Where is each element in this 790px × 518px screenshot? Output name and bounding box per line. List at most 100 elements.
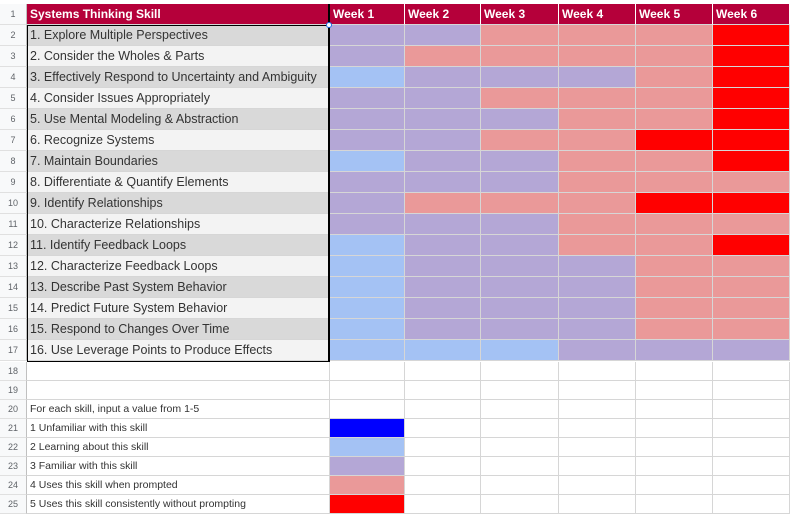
rating-cell[interactable] [559,214,636,235]
empty-cell[interactable] [636,419,713,438]
skill-name-cell[interactable]: 2. Consider the Wholes & Parts [27,46,330,67]
empty-cell[interactable] [481,400,559,419]
rating-cell[interactable] [636,46,713,67]
skill-column-header[interactable]: Systems Thinking Skill [27,4,330,25]
rating-cell[interactable] [713,193,790,214]
week-column-header[interactable]: Week 2 [405,4,481,25]
rating-cell[interactable] [481,277,559,298]
selection-fill-handle[interactable] [326,22,332,28]
rating-cell[interactable] [481,151,559,172]
rating-cell[interactable] [330,67,405,88]
rating-cell[interactable] [636,172,713,193]
empty-cell[interactable] [636,381,713,400]
empty-cell[interactable] [636,438,713,457]
rating-cell[interactable] [330,25,405,46]
empty-cell[interactable] [713,476,790,495]
rating-cell[interactable] [405,67,481,88]
skill-name-cell[interactable]: 16. Use Leverage Points to Produce Effec… [27,340,330,361]
empty-cell[interactable] [405,438,481,457]
week-column-header[interactable]: Week 1 [330,4,405,25]
empty-cell[interactable] [405,457,481,476]
rating-cell[interactable] [559,235,636,256]
skill-name-cell[interactable]: 7. Maintain Boundaries [27,151,330,172]
rating-cell[interactable] [405,109,481,130]
legend-swatch[interactable] [330,438,405,457]
rating-cell[interactable] [636,88,713,109]
rating-cell[interactable] [713,151,790,172]
rating-cell[interactable] [330,172,405,193]
empty-cell[interactable] [636,476,713,495]
empty-cell[interactable] [481,457,559,476]
empty-cell[interactable] [330,362,405,381]
skill-name-cell[interactable]: 6. Recognize Systems [27,130,330,151]
skill-name-cell[interactable]: 10. Characterize Relationships [27,214,330,235]
rating-cell[interactable] [330,193,405,214]
rating-cell[interactable] [405,88,481,109]
rating-cell[interactable] [636,193,713,214]
rating-cell[interactable] [713,319,790,340]
rating-cell[interactable] [559,256,636,277]
row-number[interactable]: 11 [0,214,27,235]
empty-cell[interactable] [481,476,559,495]
row-number[interactable]: 24 [0,476,27,495]
rating-cell[interactable] [636,256,713,277]
week-column-header[interactable]: Week 4 [559,4,636,25]
rating-cell[interactable] [713,256,790,277]
rating-cell[interactable] [405,193,481,214]
rating-cell[interactable] [559,109,636,130]
rating-cell[interactable] [713,172,790,193]
rating-cell[interactable] [330,277,405,298]
rating-cell[interactable] [405,172,481,193]
skill-name-cell[interactable]: 3. Effectively Respond to Uncertainty an… [27,67,330,88]
rating-cell[interactable] [405,277,481,298]
row-number[interactable]: 10 [0,193,27,214]
rating-cell[interactable] [405,298,481,319]
rating-cell[interactable] [405,151,481,172]
empty-cell[interactable] [559,457,636,476]
legend-label[interactable]: 1 Unfamiliar with this skill [27,419,330,438]
row-number[interactable]: 9 [0,172,27,193]
empty-cell[interactable] [405,476,481,495]
rating-cell[interactable] [713,25,790,46]
rating-cell[interactable] [481,46,559,67]
empty-cell[interactable] [713,381,790,400]
rating-cell[interactable] [559,277,636,298]
row-number[interactable]: 18 [0,362,27,381]
rating-cell[interactable] [330,88,405,109]
row-number[interactable]: 6 [0,109,27,130]
empty-cell[interactable] [481,362,559,381]
rating-cell[interactable] [330,235,405,256]
rating-cell[interactable] [481,88,559,109]
rating-cell[interactable] [559,193,636,214]
rating-cell[interactable] [405,25,481,46]
row-number[interactable]: 14 [0,277,27,298]
rating-cell[interactable] [636,109,713,130]
skill-name-cell[interactable]: 12. Characterize Feedback Loops [27,256,330,277]
row-number[interactable]: 25 [0,495,27,514]
week-column-header[interactable]: Week 3 [481,4,559,25]
rating-cell[interactable] [481,172,559,193]
rating-cell[interactable] [481,67,559,88]
rating-cell[interactable] [713,214,790,235]
rating-cell[interactable] [636,151,713,172]
empty-cell[interactable] [559,438,636,457]
empty-cell[interactable] [405,419,481,438]
rating-cell[interactable] [636,214,713,235]
skill-name-cell[interactable]: 1. Explore Multiple Perspectives [27,25,330,46]
empty-cell[interactable] [713,438,790,457]
rating-cell[interactable] [330,214,405,235]
rating-cell[interactable] [713,67,790,88]
rating-cell[interactable] [559,319,636,340]
rating-cell[interactable] [713,88,790,109]
rating-cell[interactable] [559,46,636,67]
rating-cell[interactable] [713,277,790,298]
empty-cell[interactable] [405,400,481,419]
rating-cell[interactable] [636,340,713,361]
empty-cell[interactable] [713,400,790,419]
rating-cell[interactable] [636,235,713,256]
rating-cell[interactable] [636,319,713,340]
rating-cell[interactable] [713,46,790,67]
row-number[interactable]: 20 [0,400,27,419]
empty-cell[interactable] [481,419,559,438]
rating-cell[interactable] [559,67,636,88]
